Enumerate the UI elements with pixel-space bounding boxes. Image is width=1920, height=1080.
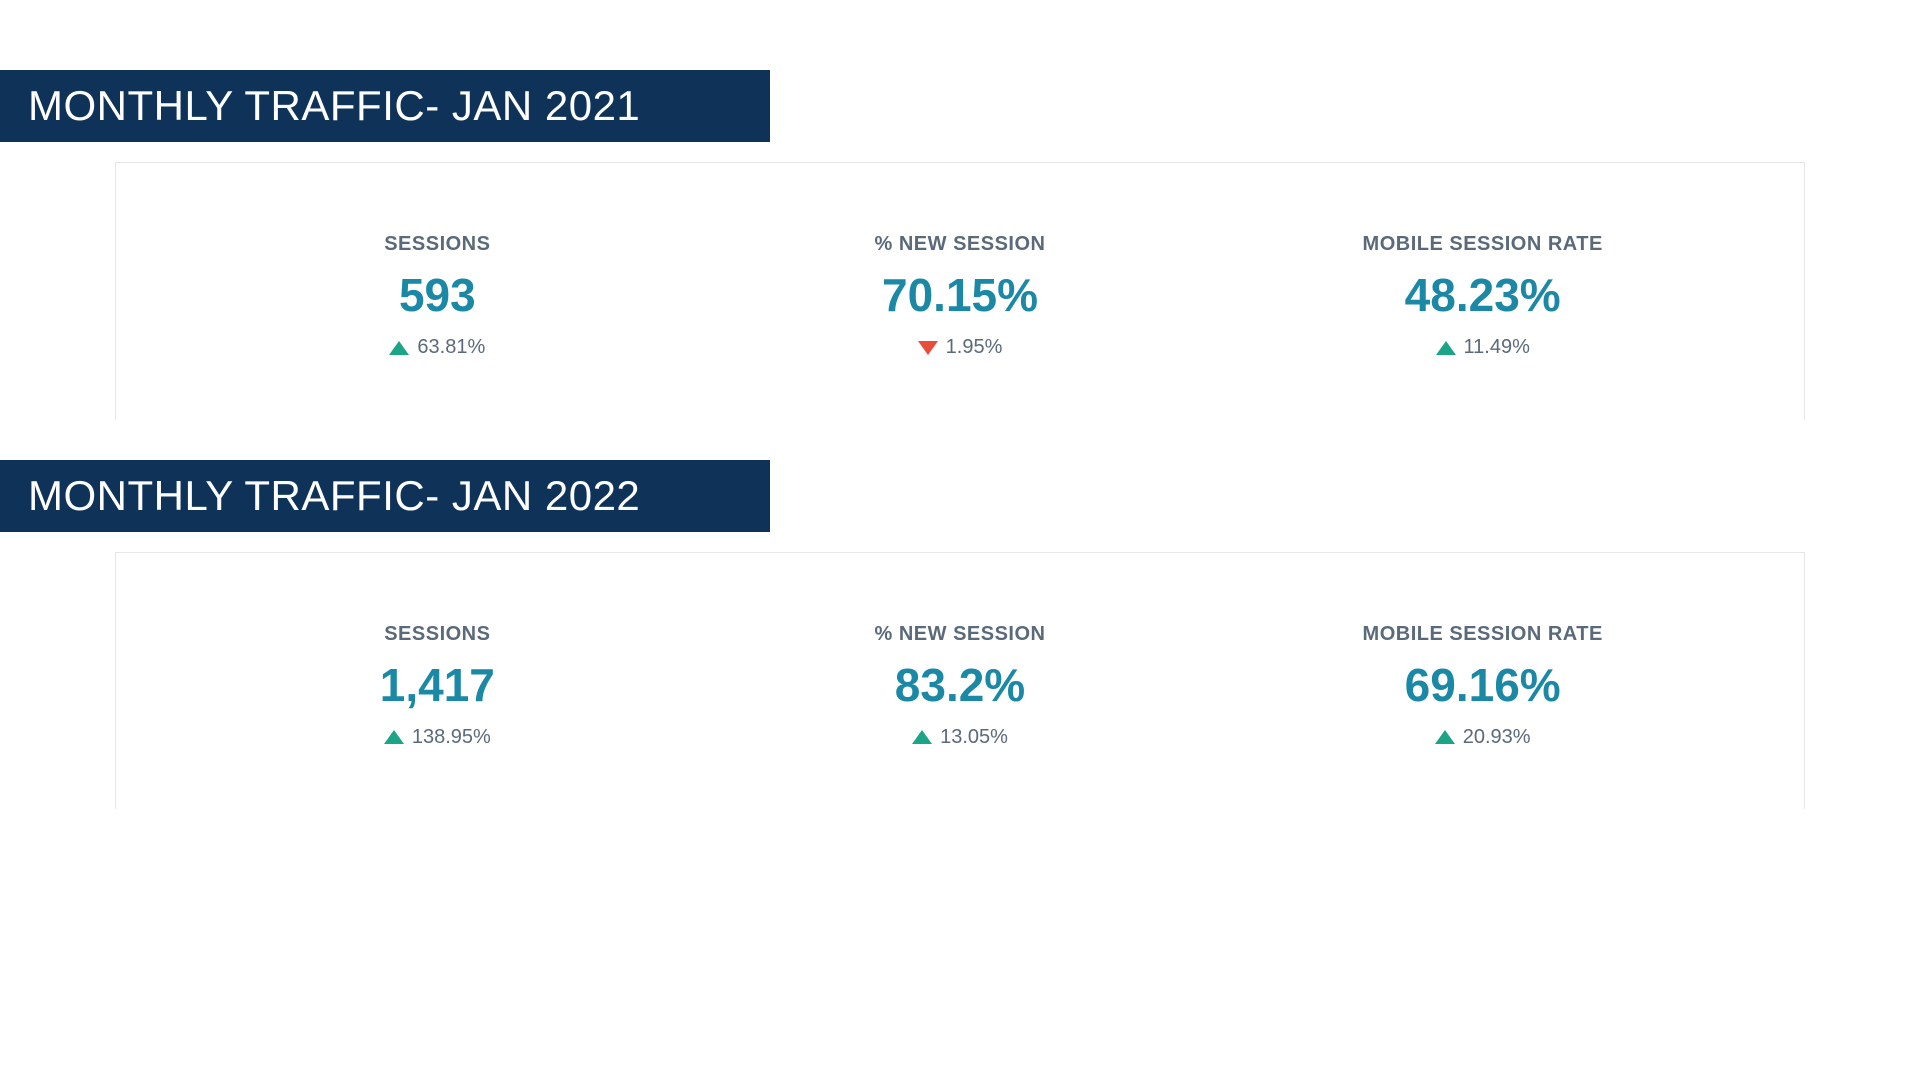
metric-label: SESSIONS — [176, 623, 699, 646]
metric-value: 70.15% — [699, 268, 1222, 322]
change-percent: 13.05% — [940, 726, 1008, 749]
metrics-panel: SESSIONS 593 63.81% % NEW SESSION 70.15%… — [115, 162, 1805, 420]
arrow-up-icon — [389, 341, 409, 355]
metric-value: 83.2% — [699, 658, 1222, 712]
metric-change: 63.81% — [389, 336, 485, 359]
metric-mobile-rate: MOBILE SESSION RATE 48.23% 11.49% — [1221, 233, 1744, 360]
arrow-down-icon — [918, 341, 938, 355]
metric-change: 1.95% — [918, 336, 1003, 359]
change-percent: 138.95% — [412, 726, 491, 749]
metric-mobile-rate: MOBILE SESSION RATE 69.16% 20.93% — [1221, 623, 1744, 750]
change-percent: 20.93% — [1463, 726, 1531, 749]
metric-change: 11.49% — [1436, 336, 1530, 359]
metric-label: MOBILE SESSION RATE — [1221, 233, 1744, 256]
arrow-up-icon — [1435, 730, 1455, 744]
traffic-section-2022: MONTHLY TRAFFIC- JAN 2022 SESSIONS 1,417… — [0, 460, 1920, 810]
metric-new-session: % NEW SESSION 83.2% 13.05% — [699, 623, 1222, 750]
metric-value: 48.23% — [1221, 268, 1744, 322]
change-percent: 63.81% — [417, 336, 485, 359]
metric-label: SESSIONS — [176, 233, 699, 256]
metric-label: MOBILE SESSION RATE — [1221, 623, 1744, 646]
arrow-up-icon — [1436, 341, 1456, 355]
section-title: MONTHLY TRAFFIC- JAN 2022 — [0, 460, 770, 532]
metric-change: 138.95% — [384, 726, 491, 749]
metric-sessions: SESSIONS 1,417 138.95% — [176, 623, 699, 750]
metric-new-session: % NEW SESSION 70.15% 1.95% — [699, 233, 1222, 360]
change-percent: 11.49% — [1464, 336, 1530, 359]
metric-change: 13.05% — [912, 726, 1008, 749]
metric-value: 69.16% — [1221, 658, 1744, 712]
change-percent: 1.95% — [946, 336, 1003, 359]
metric-label: % NEW SESSION — [699, 233, 1222, 256]
traffic-section-2021: MONTHLY TRAFFIC- JAN 2021 SESSIONS 593 6… — [0, 70, 1920, 420]
metric-value: 1,417 — [176, 658, 699, 712]
metrics-panel: SESSIONS 1,417 138.95% % NEW SESSION 83.… — [115, 552, 1805, 810]
metric-value: 593 — [176, 268, 699, 322]
arrow-up-icon — [912, 730, 932, 744]
arrow-up-icon — [384, 730, 404, 744]
metric-change: 20.93% — [1435, 726, 1531, 749]
metric-label: % NEW SESSION — [699, 623, 1222, 646]
section-title: MONTHLY TRAFFIC- JAN 2021 — [0, 70, 770, 142]
metric-sessions: SESSIONS 593 63.81% — [176, 233, 699, 360]
